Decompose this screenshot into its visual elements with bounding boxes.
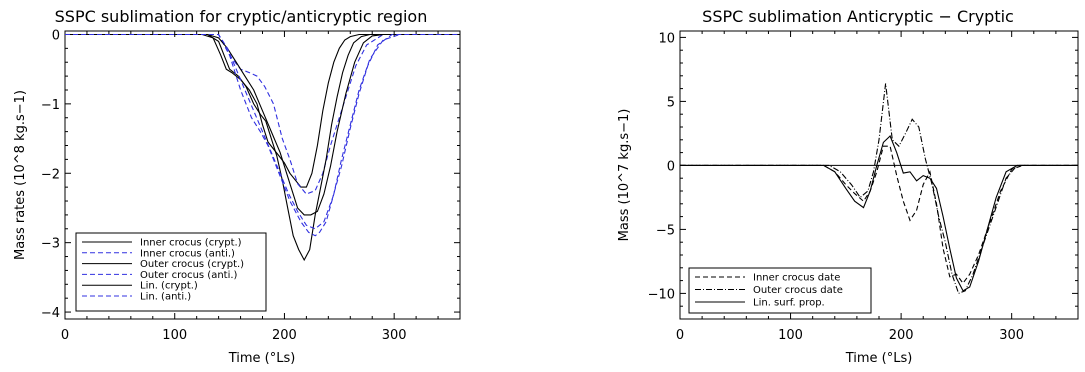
y-tick-label: 5	[667, 95, 675, 110]
axis-ticks: 0 100 200 300 10 5 0 −5 −10	[648, 31, 1078, 343]
legend-label: Lin. (crypt.)	[140, 281, 198, 292]
legend-box	[75, 232, 267, 312]
x-tick-label: 200	[272, 328, 297, 343]
y-axis-label: Mass rates (10^8 kg.s−1)	[13, 90, 28, 260]
y-axis-label: Mass (10^7 kg.s−1)	[617, 109, 632, 242]
series-line	[65, 33, 460, 188]
series-lines	[65, 33, 460, 262]
x-axis-label: Time (°Ls)	[228, 351, 296, 366]
legend-box	[688, 267, 872, 314]
y-tick-label: −10	[648, 287, 675, 302]
x-tick-label: 300	[382, 328, 407, 343]
series-lines	[680, 83, 1078, 295]
legend-label: Outer crocus (crypt.)	[140, 259, 244, 270]
chart-title: SSPC sublimation for cryptic/anticryptic…	[55, 7, 428, 26]
series-line	[65, 33, 460, 237]
series-line	[65, 33, 460, 230]
y-tick-label: −5	[656, 223, 675, 238]
x-tick-label: 100	[778, 328, 803, 343]
x-tick-label: 0	[676, 328, 684, 343]
legend-label: Outer crocus (anti.)	[140, 270, 238, 281]
legend-label: Inner crocus (anti.)	[140, 248, 235, 259]
y-tick-label: −1	[41, 98, 60, 113]
legend-label: Inner crocus (crypt.)	[140, 238, 242, 249]
legend: Inner crocus (crypt.)Inner crocus (anti.…	[75, 232, 267, 312]
x-tick-label: 100	[162, 328, 187, 343]
chart-title: SSPC sublimation Anticryptic − Cryptic	[702, 7, 1014, 26]
y-tick-label: −2	[41, 167, 60, 182]
x-axis-label: Time (°Ls)	[845, 351, 913, 366]
x-tick-label: 300	[999, 328, 1024, 343]
y-tick-label: 0	[52, 28, 60, 43]
y-tick-label: −3	[41, 237, 60, 252]
series-line	[680, 135, 1078, 292]
y-tick-label: −4	[41, 306, 60, 321]
y-tick-label: 0	[667, 159, 675, 174]
series-line	[65, 33, 460, 216]
y-tick-label: 10	[658, 31, 675, 46]
series-line	[65, 33, 460, 262]
chart-anticryptic-minus-cryptic: SSPC sublimation Anticryptic − Cryptic 0…	[617, 7, 1079, 366]
series-line	[680, 83, 1078, 295]
legend-label: Lin. (anti.)	[140, 292, 191, 303]
legend-label: Lin. surf. prop.	[753, 298, 825, 309]
series-line	[65, 33, 460, 195]
series-line	[680, 145, 1078, 285]
x-tick-label: 0	[61, 328, 69, 343]
legend-label: Outer crocus date	[753, 285, 843, 296]
legend-label: Inner crocus date	[753, 273, 840, 284]
chart-cryptic-anticryptic: SSPC sublimation for cryptic/anticryptic…	[13, 7, 461, 366]
x-tick-label: 200	[889, 328, 914, 343]
